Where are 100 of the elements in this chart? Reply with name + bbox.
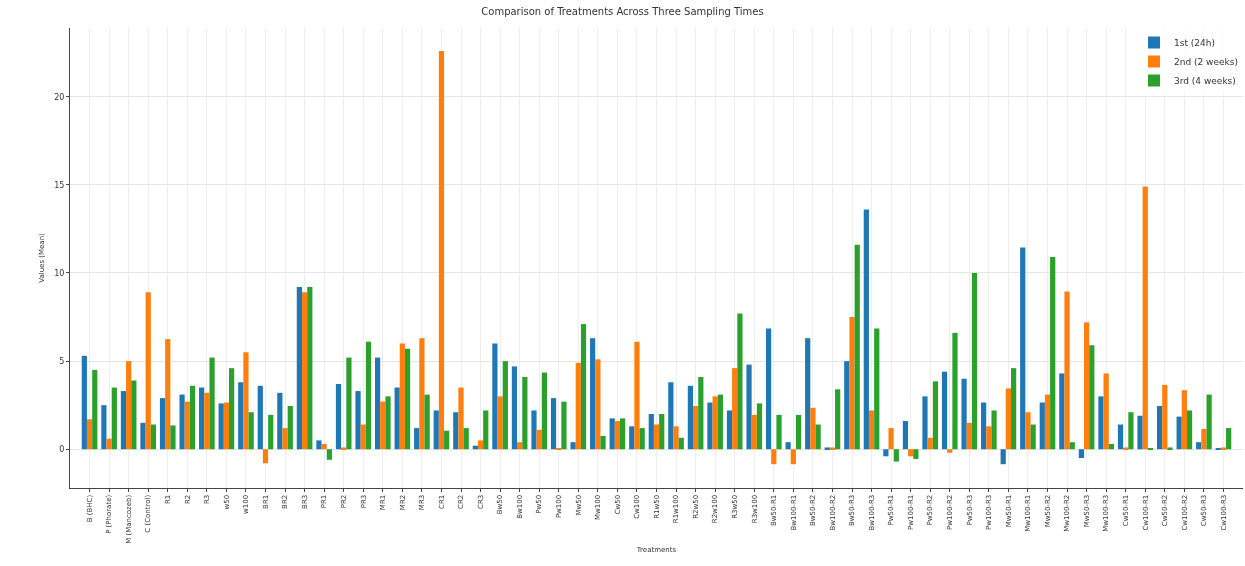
bar [707,402,713,450]
bar [355,391,361,450]
bar [1103,373,1109,450]
bar [756,403,763,450]
legend-label: 2nd (2 weeks) [1174,57,1238,68]
bar [986,426,992,450]
bar [189,385,196,450]
bar [522,376,528,450]
bar [170,425,176,450]
bar [1030,424,1036,450]
bar [120,391,127,450]
bar [844,361,850,450]
bar [550,398,557,450]
bar [159,398,166,450]
bar [751,414,757,450]
bar [453,412,459,450]
bar [483,410,489,450]
bar [248,412,254,450]
bar [1098,396,1104,450]
bar [1226,428,1232,450]
bar [765,328,772,450]
bar [257,385,263,450]
bar [678,437,684,450]
bar [776,414,782,450]
bar [600,436,606,450]
bar [131,380,137,450]
bar [908,449,914,457]
bar [1142,186,1148,450]
bar [614,421,621,450]
bar [561,401,567,450]
bar [1117,424,1124,450]
y-tick-label: 20 [54,92,65,102]
bar [1039,402,1045,450]
bar [438,50,445,450]
bar [458,387,464,450]
bar [1206,394,1212,450]
bar [829,447,836,450]
bar [517,442,523,450]
bar [165,339,171,450]
y-tick-label: 5 [59,356,65,366]
bar [673,426,679,450]
chart-title: Comparison of Treatments Across Three Sampling Times [481,6,764,18]
bar [888,428,894,450]
bar [849,317,855,450]
bar [971,272,978,450]
bar [282,428,288,450]
bar [1181,390,1187,450]
bar [732,368,738,450]
bar [1128,412,1134,450]
bar [952,332,958,450]
bar [737,313,743,450]
bar [497,396,503,450]
bar [541,372,548,450]
bar [922,396,928,450]
bar [477,440,484,450]
bar [805,338,811,450]
bar [1220,447,1227,450]
bar [629,426,635,450]
bar [262,449,269,464]
bar [140,422,146,450]
bar [341,447,347,450]
bar [835,389,841,450]
bar [1156,406,1163,450]
bar [941,371,948,450]
bar [712,396,718,450]
bar [668,382,674,450]
bar [92,369,98,450]
bar [1000,449,1006,465]
bar [150,424,157,450]
bar [204,392,210,450]
bar [824,447,830,450]
bar [1089,345,1095,450]
bar [223,402,230,450]
bar [790,449,796,465]
bar [1123,447,1129,450]
bar [692,406,699,450]
bar [307,287,313,450]
bar [1162,384,1168,450]
bar [199,387,205,450]
bar [86,419,93,450]
bar [717,394,723,450]
y-tick-label: 15 [54,180,65,190]
bar [883,449,889,457]
bar [374,357,381,450]
bar [575,362,581,450]
bar [902,421,909,450]
bar [316,440,322,450]
bar [795,414,802,450]
bar [287,406,293,450]
bar [726,410,733,450]
bar [815,424,821,450]
bar [653,424,660,450]
bar [444,430,450,450]
bar [570,442,576,450]
bar [1186,410,1193,450]
bar [927,437,933,450]
bar [687,385,693,450]
bar [1078,449,1084,459]
bar [106,438,112,450]
bar [424,394,430,450]
